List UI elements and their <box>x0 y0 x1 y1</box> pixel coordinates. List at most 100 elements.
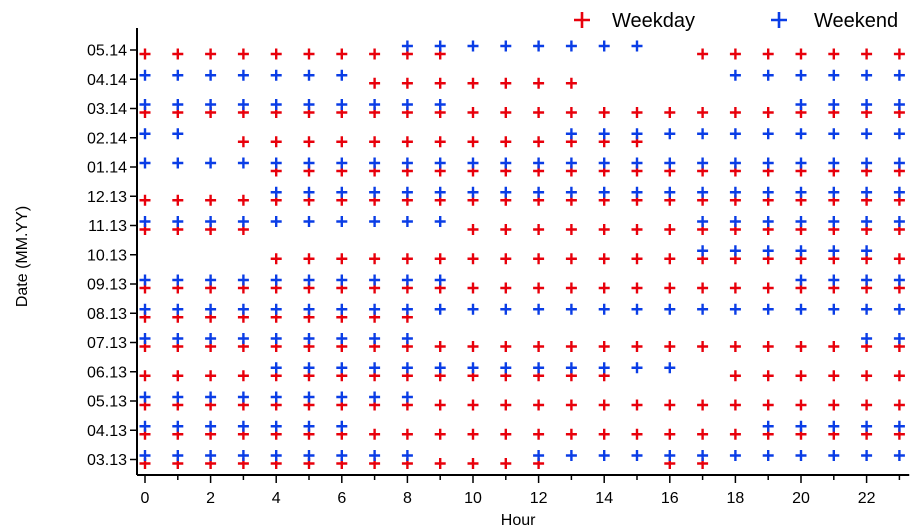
weekday-point <box>401 428 413 440</box>
weekend-point <box>533 362 545 374</box>
weekend-point <box>237 303 249 315</box>
weekend-point <box>270 186 282 198</box>
weekday-point <box>598 282 610 294</box>
weekday-point <box>434 77 446 89</box>
weekday-point <box>631 399 643 411</box>
weekday-point <box>434 458 446 469</box>
weekend-point <box>598 157 610 169</box>
weekend-point <box>270 274 282 286</box>
weekend-point <box>172 420 184 432</box>
weekday-point <box>533 253 545 265</box>
y-tick-label: 01.14 <box>87 160 127 177</box>
weekend-point <box>697 186 709 198</box>
weekend-point <box>139 274 151 286</box>
y-tick-label: 12.13 <box>87 189 127 206</box>
weekend-point <box>336 450 348 461</box>
weekend-point <box>303 186 315 198</box>
legend-label-weekend: Weekend <box>814 10 898 32</box>
weekday-point <box>336 48 348 60</box>
y-tick-label: 04.14 <box>87 72 127 89</box>
weekend-point <box>795 128 807 140</box>
weekend-point <box>500 40 512 52</box>
weekend-point <box>139 128 151 140</box>
weekend-point <box>172 450 184 461</box>
weekend-point <box>762 420 774 432</box>
weekend-point <box>369 216 381 227</box>
weekday-point <box>237 194 249 206</box>
weekday-point <box>565 77 577 89</box>
weekend-point <box>303 157 315 169</box>
weekend-point <box>762 128 774 140</box>
weekday-point <box>467 399 479 411</box>
weekend-point <box>861 216 873 227</box>
weekend-point <box>631 186 643 198</box>
weekday-point <box>237 48 249 60</box>
x-tick-label: 6 <box>337 490 346 507</box>
weekday-point <box>565 341 577 352</box>
weekend-point <box>237 99 249 110</box>
weekend-point <box>631 362 643 374</box>
weekday-point <box>631 282 643 294</box>
weekend-point <box>270 99 282 110</box>
weekday-point <box>861 48 873 60</box>
weekend-point <box>237 157 249 169</box>
weekend-point <box>533 303 545 315</box>
weekday-point <box>270 136 282 148</box>
weekday-point <box>598 253 610 265</box>
weekend-point <box>336 99 348 110</box>
weekend-point <box>139 420 151 432</box>
weekend-point <box>172 157 184 169</box>
weekend-point <box>861 245 873 257</box>
weekend-point <box>795 274 807 286</box>
weekend-point <box>893 216 905 227</box>
weekday-point <box>565 253 577 265</box>
weekday-point <box>729 107 741 118</box>
weekend-point <box>401 391 413 403</box>
weekend-point <box>795 420 807 432</box>
weekday-point <box>500 341 512 352</box>
weekend-point <box>336 157 348 169</box>
weekday-point <box>631 224 643 235</box>
weekday-point <box>697 107 709 118</box>
weekday-point <box>697 48 709 60</box>
weekend-point <box>861 274 873 286</box>
weekday-point <box>729 399 741 411</box>
weekend-point <box>861 333 873 344</box>
weekday-point <box>434 136 446 148</box>
weekend-point <box>237 69 249 81</box>
weekday-point <box>565 282 577 294</box>
weekend-point <box>205 69 217 81</box>
weekday-point <box>893 399 905 411</box>
weekend-point <box>369 450 381 461</box>
weekend-point <box>270 157 282 169</box>
weekend-point <box>664 303 676 315</box>
weekday-point <box>533 282 545 294</box>
weekend-point <box>434 362 446 374</box>
weekday-point <box>697 399 709 411</box>
weekend-point <box>762 157 774 169</box>
weekday-point <box>631 107 643 118</box>
weekend-point <box>664 186 676 198</box>
weekend-point <box>893 303 905 315</box>
weekday-point <box>631 428 643 440</box>
weekend-point <box>565 157 577 169</box>
weekend-point <box>861 303 873 315</box>
weekday-point <box>369 428 381 440</box>
weekend-point <box>828 99 840 110</box>
weekend-point <box>401 450 413 461</box>
y-tick-label: 03.13 <box>87 452 127 469</box>
weekday-point <box>664 341 676 352</box>
weekday-point <box>762 399 774 411</box>
weekend-point <box>172 391 184 403</box>
y-tick-label: 02.14 <box>87 130 127 147</box>
weekend-point <box>172 69 184 81</box>
weekend-point <box>762 216 774 227</box>
weekend-point <box>205 333 217 344</box>
weekend-point <box>336 333 348 344</box>
weekday-point <box>729 370 741 382</box>
weekday-point <box>762 282 774 294</box>
weekend-point <box>565 128 577 140</box>
weekend-point <box>697 245 709 257</box>
legend-label-weekday: Weekday <box>612 10 695 32</box>
weekday-point <box>500 428 512 440</box>
